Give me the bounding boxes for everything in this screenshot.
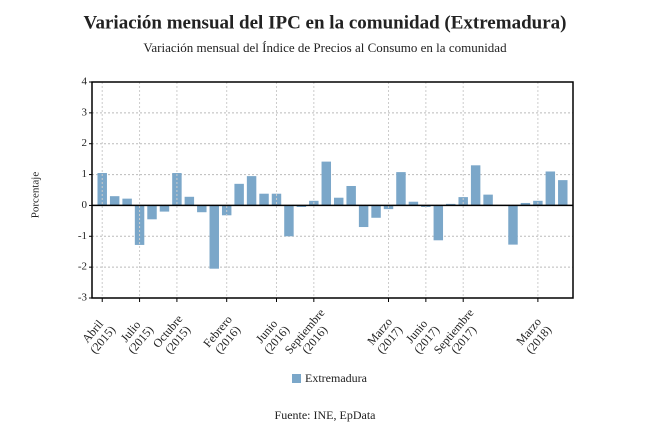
bar xyxy=(333,197,344,206)
bar xyxy=(296,205,307,207)
bar xyxy=(508,205,518,245)
bar xyxy=(172,173,182,206)
bar xyxy=(483,194,493,206)
source: Fuente: INE, EpData xyxy=(275,408,377,422)
bar xyxy=(346,185,356,206)
chart-title: Variación mensual del IPC en la comunida… xyxy=(84,12,567,33)
bar xyxy=(134,205,145,245)
bar xyxy=(545,171,556,206)
bar xyxy=(97,173,107,206)
bar xyxy=(122,198,132,206)
plot-frame xyxy=(91,81,574,299)
y-tick-label: -1 xyxy=(78,230,87,242)
bar xyxy=(259,193,269,206)
bar xyxy=(246,176,257,206)
bar xyxy=(284,205,294,237)
y-tick-label: -2 xyxy=(78,261,87,273)
bar xyxy=(234,183,244,206)
bar xyxy=(159,205,170,212)
bar xyxy=(358,205,369,228)
bar xyxy=(371,205,381,218)
y-tick-label: 4 xyxy=(82,76,88,88)
bar xyxy=(321,161,332,206)
legend-swatch xyxy=(292,374,301,383)
bar xyxy=(147,205,157,220)
bar xyxy=(109,196,120,206)
bar xyxy=(446,203,456,206)
y-tick-label: 1 xyxy=(82,168,88,180)
y-axis-label: Porcentaje xyxy=(30,172,42,219)
bar xyxy=(197,205,207,213)
y-tick-label: 2 xyxy=(82,137,88,149)
legend-label: Extremadura xyxy=(305,371,368,385)
y-tick-label: 3 xyxy=(82,106,88,118)
bar xyxy=(558,180,568,206)
chart-subtitle: Variación mensual del Índice de Precios … xyxy=(143,40,507,55)
bar xyxy=(209,205,219,269)
bar xyxy=(520,202,531,206)
bar xyxy=(396,172,406,206)
bar xyxy=(470,165,481,206)
bar xyxy=(433,205,444,241)
bar xyxy=(408,201,419,206)
bar xyxy=(184,196,195,206)
y-tick-label: -3 xyxy=(78,292,88,304)
y-tick-label: 0 xyxy=(82,199,88,211)
bar xyxy=(458,197,468,206)
